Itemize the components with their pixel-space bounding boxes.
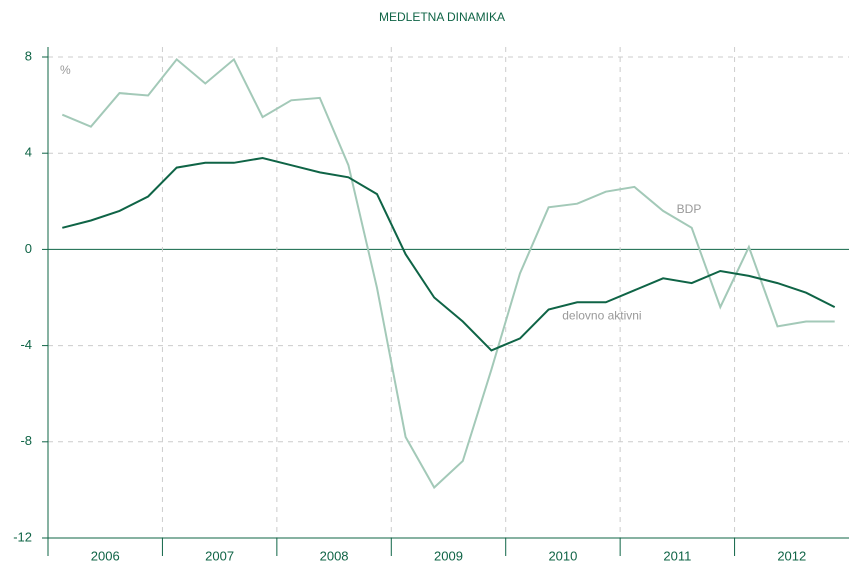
series-line	[62, 156, 836, 352]
x-tick-label: 2010	[548, 548, 577, 563]
x-tick-label: 2008	[320, 548, 349, 563]
chart-title: MEDLETNA DINAMIKA	[379, 10, 505, 24]
series-label: delovno aktivni	[562, 308, 641, 322]
y-tick-label: 4	[25, 145, 32, 160]
unit-label: %	[60, 63, 71, 77]
y-tick-label: -8	[20, 433, 32, 448]
series-label: BDP	[677, 202, 702, 216]
y-tick-label: -12	[13, 529, 32, 544]
x-tick-label: 2007	[205, 548, 234, 563]
y-tick-label: -4	[20, 337, 32, 352]
x-tick-label: 2006	[91, 548, 120, 563]
y-tick-label: 8	[25, 48, 32, 63]
x-tick-label: 2012	[777, 548, 806, 563]
x-tick-label: 2009	[434, 548, 463, 563]
x-tick-label: 2011	[663, 548, 691, 563]
series-line	[61, 57, 835, 490]
y-tick-label: 0	[25, 241, 32, 256]
